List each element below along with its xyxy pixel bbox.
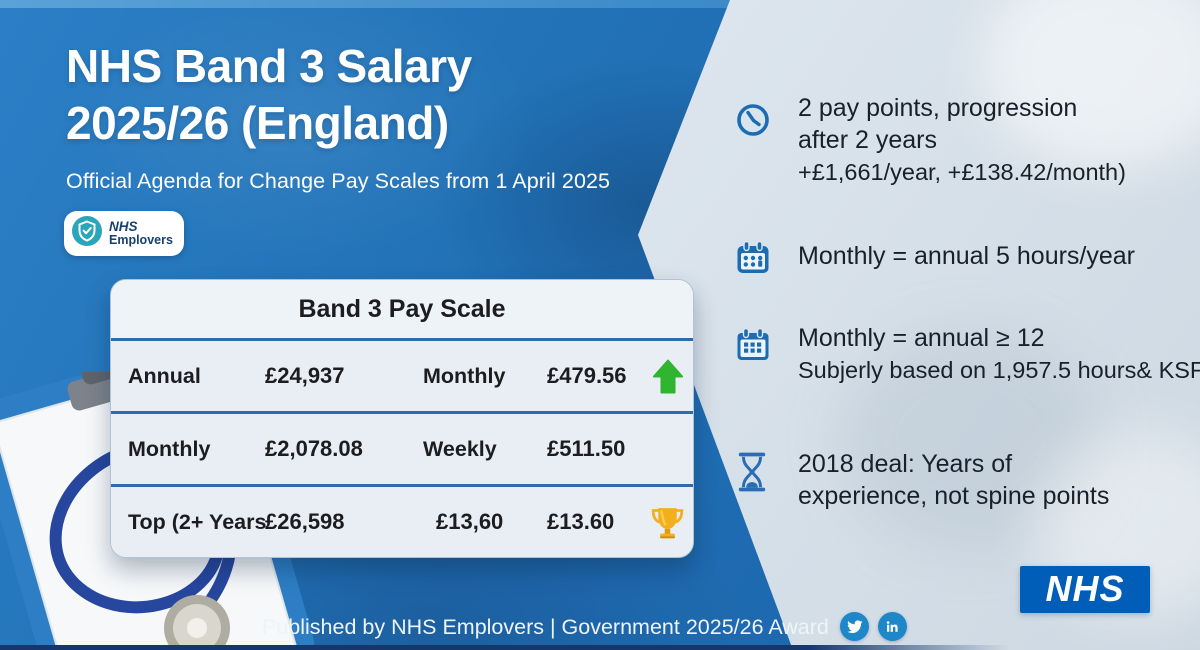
- row-value: £479.56: [547, 363, 627, 388]
- page-subtitle: Official Agenda for Change Pay Scales fr…: [66, 169, 611, 193]
- row-label: Top (2+ Years: [128, 509, 267, 534]
- fact-line: +£1,661/year, +£138.42/month): [798, 159, 1126, 185]
- row-label: Weekly: [423, 436, 497, 461]
- nhs-logo-text: NHS: [1045, 567, 1125, 609]
- up-arrow-icon: [648, 358, 693, 395]
- fact-line: Subjerly based on 1,957.5 hours& KSF: [798, 357, 1200, 383]
- calendar-icon: [735, 327, 771, 368]
- nhs-logo: NHS: [1020, 566, 1150, 613]
- fact-text: Monthly = annual 5 hours/year: [798, 240, 1135, 272]
- row-label: Monthly: [128, 436, 211, 461]
- title-block: NHS Band 3 Salary 2025/26 (England) Offi…: [66, 38, 610, 194]
- calendar-icon: [735, 240, 771, 281]
- table-separator: [111, 484, 693, 487]
- fact-pay-points: 2 pay points, progression after 2 years …: [735, 92, 1126, 188]
- linkedin-icon[interactable]: [878, 612, 907, 641]
- fact-line: experience, not spine points: [798, 482, 1110, 510]
- row-value: £511.50: [547, 436, 626, 461]
- footer-attribution: Published by NHS Emplovers | Government …: [262, 615, 829, 639]
- fact-2018-deal: 2018 deal: Years of experience, not spin…: [735, 448, 1109, 512]
- fact-hours: Monthly = annual 5 hours/year: [735, 240, 1135, 281]
- bottom-accent-strip: [0, 645, 1010, 650]
- fact-line: Monthly = annual ≥ 12: [798, 324, 1045, 352]
- twitter-icon[interactable]: [840, 612, 869, 641]
- fact-line: 2 pay points, progression: [798, 94, 1078, 122]
- badge-nhs-label: NHS: [109, 218, 138, 234]
- table-title: Band 3 Pay Scale: [111, 280, 693, 338]
- table-separator: [111, 411, 693, 414]
- nhs-employers-badge: NHS Emplovers: [64, 211, 184, 256]
- badge-employers-label: Emplovers: [109, 233, 173, 248]
- top-accent-strip: [0, 0, 1200, 8]
- table-separator: [111, 338, 693, 341]
- page-title-line1: NHS Band 3 Salary: [66, 40, 472, 92]
- clock-icon: [735, 102, 771, 143]
- hourglass-icon: [735, 450, 771, 499]
- fact-text: 2018 deal: Years of experience, not spin…: [798, 448, 1109, 512]
- table-row: Monthly £2,078.08 Weekly £511.50: [111, 414, 693, 484]
- fact-line: 2018 deal: Years of: [798, 450, 1013, 478]
- badge-text: NHS Emplovers: [109, 218, 173, 248]
- row-value: £2,078.08: [265, 436, 363, 461]
- row-value: £24,937: [265, 363, 345, 388]
- row-label: Monthly: [423, 363, 506, 388]
- fact-line: after 2 years: [798, 126, 937, 154]
- row-value: £26,598: [265, 509, 345, 534]
- shield-icon: [71, 215, 103, 252]
- row-value: £13,60: [436, 509, 504, 534]
- fact-text: Monthly = annual ≥ 12 Subjerly based on …: [798, 322, 1200, 386]
- panel-shadow-blob: [840, 330, 1100, 550]
- fact-annual-basis: Monthly = annual ≥ 12 Subjerly based on …: [735, 322, 1200, 386]
- pay-scale-table: Band 3 Pay Scale Annual £24,937 Monthly …: [110, 279, 694, 558]
- fact-line: Monthly = annual 5 hours/year: [798, 242, 1136, 270]
- table-row: Annual £24,937 Monthly £479.56: [111, 341, 693, 411]
- trophy-icon: [648, 503, 693, 542]
- page-title-line2: 2025/26 (England): [66, 97, 449, 149]
- row-value: £13.60: [547, 509, 615, 534]
- table-row: Top (2+ Years £26,598 £13,60 £13.60: [111, 487, 693, 557]
- fact-text: 2 pay points, progression after 2 years …: [798, 92, 1126, 188]
- row-label: Annual: [128, 363, 201, 388]
- social-icons: [840, 612, 907, 641]
